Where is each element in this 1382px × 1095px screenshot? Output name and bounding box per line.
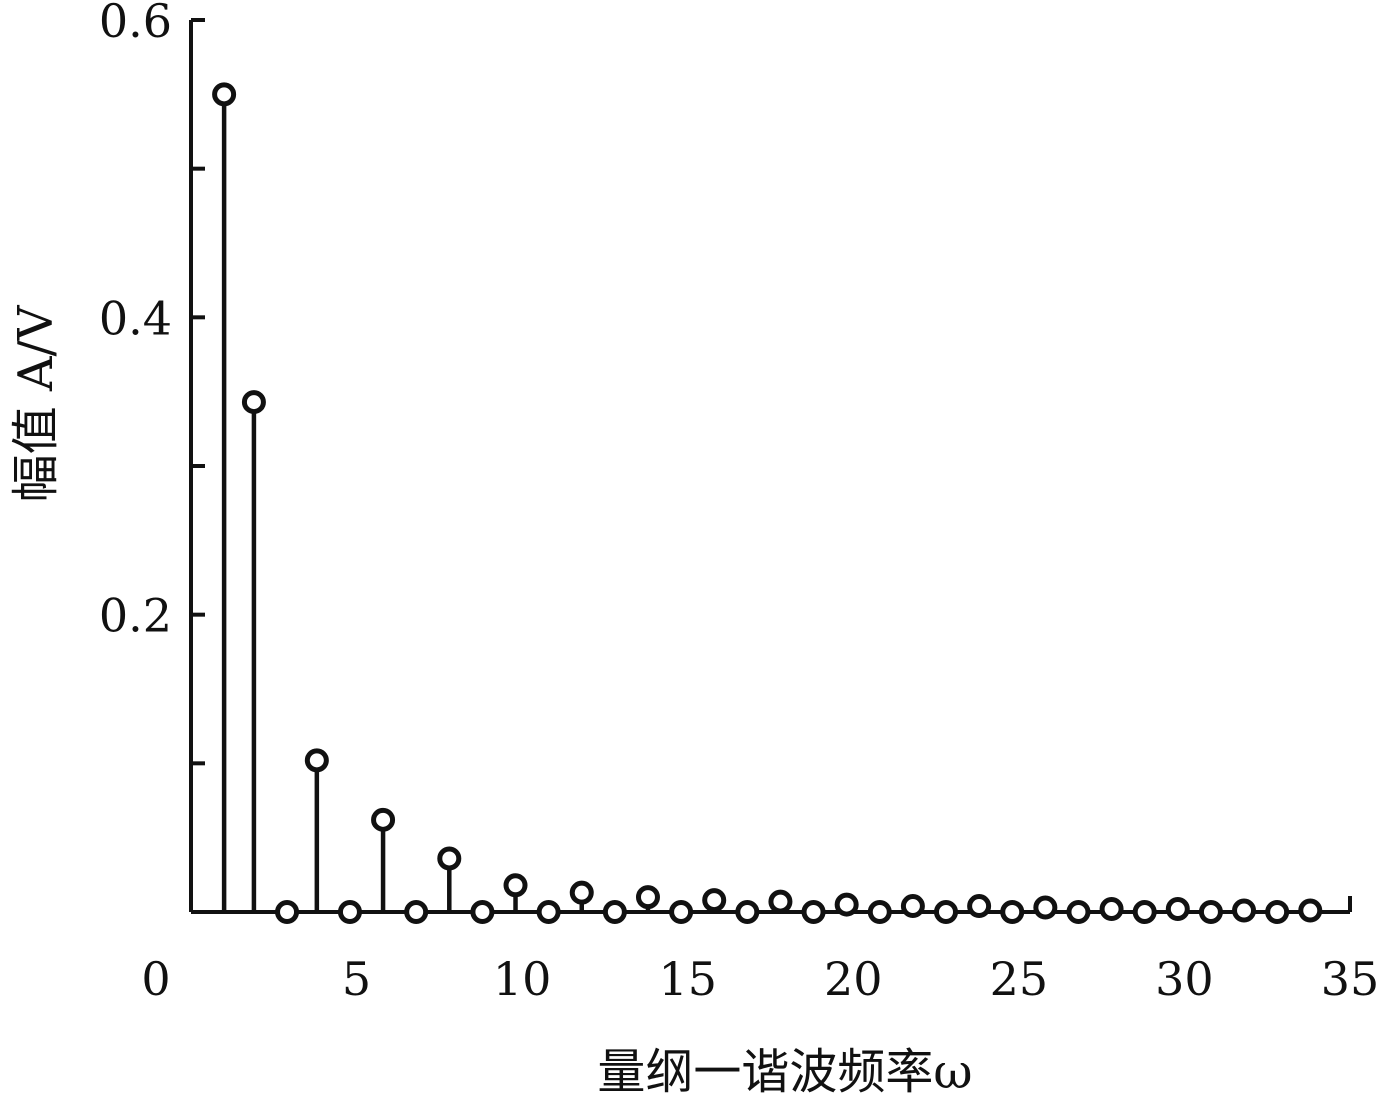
stem-marker: [801, 900, 826, 924]
stem-marker: [1132, 900, 1157, 924]
x-tick-label: 20: [824, 952, 883, 1006]
stem-marker: [212, 82, 237, 107]
x-tick-label: 35: [1321, 952, 1380, 1006]
stem-marker: [834, 892, 859, 917]
y-axis-label: 幅值 A/V: [8, 304, 64, 502]
x-tick-label: 10: [493, 952, 552, 1006]
stems: [221, 94, 1313, 912]
stem-marker: [602, 900, 627, 924]
stem-marker: [669, 900, 694, 924]
x-tick-label: 30: [1155, 952, 1214, 1006]
y-tick-label: 0.6: [99, 0, 172, 48]
x-axis-label: 量纲一谐波频率ω: [597, 1044, 972, 1095]
x-tick-label: 25: [990, 952, 1049, 1006]
markers: [212, 82, 1323, 924]
x-tick-label: 5: [342, 952, 371, 1006]
stem-marker: [1298, 898, 1323, 923]
stem-marker: [1099, 897, 1124, 922]
stem-marker: [536, 900, 561, 924]
stem-marker: [337, 900, 362, 924]
tick-labels: 0 5 10 15 20 25 30 35 0.2 0.4 0.6: [99, 0, 1379, 1006]
stem-marker: [241, 390, 266, 415]
stem-marker: [437, 846, 462, 871]
stem-marker: [404, 900, 429, 924]
stem-marker: [735, 900, 760, 924]
stem-marker: [1198, 900, 1223, 924]
axes: [189, 18, 1352, 914]
x-tick-label: 0: [141, 952, 170, 1006]
stem-marker: [967, 894, 992, 919]
stem-marker: [635, 885, 660, 910]
y-tick-label: 0.4: [99, 291, 172, 345]
stem-marker: [900, 894, 925, 919]
stem-marker: [503, 873, 528, 898]
stem-marker: [768, 889, 793, 914]
stem-marker: [470, 900, 495, 924]
stem-marker: [1000, 900, 1025, 924]
stem-marker: [1066, 900, 1091, 924]
stem-marker: [275, 900, 300, 924]
stem-marker: [702, 888, 727, 913]
stem-marker: [304, 748, 329, 773]
stem-marker: [1232, 898, 1257, 923]
stem-marker: [867, 900, 892, 924]
stem-marker: [1165, 897, 1190, 922]
stem-marker: [371, 807, 396, 832]
stem-marker: [569, 880, 594, 905]
stem-marker: [1033, 895, 1058, 920]
stem-marker: [1265, 900, 1290, 924]
stem-marker: [934, 900, 959, 924]
y-tick-label: 0.2: [99, 589, 172, 643]
x-tick-label: 15: [658, 952, 717, 1006]
